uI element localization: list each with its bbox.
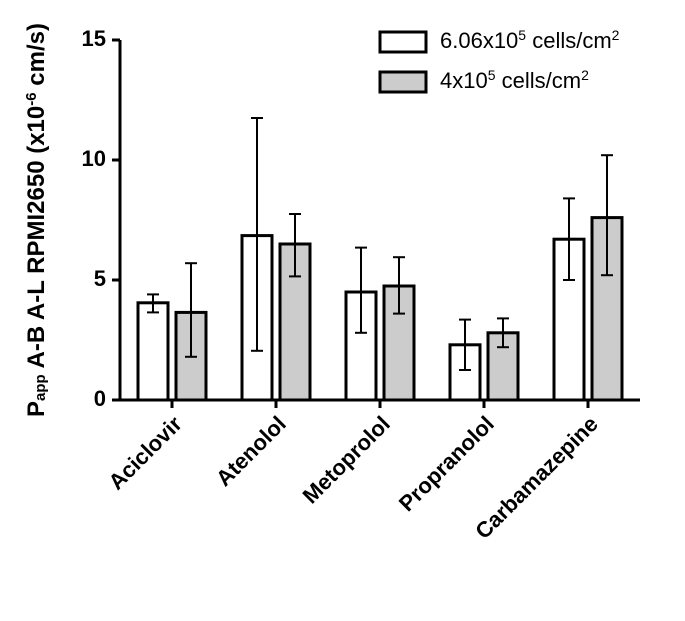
legend-swatch-1 [380,72,426,92]
x-category-3: Propranolol [394,411,499,516]
y-tick-label: 0 [94,386,106,411]
y-tick-label: 10 [82,146,106,171]
legend-label-1: 4x105 cells/cm2 [440,67,589,93]
y-tick-label: 15 [82,26,106,51]
legend: 6.06x105 cells/cm2 4x105 cells/cm2 [380,27,620,93]
legend-label-0: 6.06x105 cells/cm2 [440,27,620,53]
y-axis-label: Papp A-B A-L RPMI2650 (x10-6 cm/s) [23,23,50,417]
bar-series-1-0 [138,303,168,400]
x-labels: AciclovirAtenololMetoprololPropranololCa… [103,400,602,544]
chart-container: 0 5 10 15 Papp A-B A-L RPMI2650 (x10-6 cm/s)… [0,0,685,621]
x-category-2: Metoprolol [298,411,395,508]
chart-svg: 0 5 10 15 Papp A-B A-L RPMI2650 (x10-6 cm/s)… [0,0,685,621]
y-tick-label: 5 [94,266,106,291]
x-category-1: Atenolol [211,411,291,491]
legend-swatch-0 [380,32,426,52]
x-category-0: Aciclovir [103,411,187,495]
bars-group [138,118,622,400]
